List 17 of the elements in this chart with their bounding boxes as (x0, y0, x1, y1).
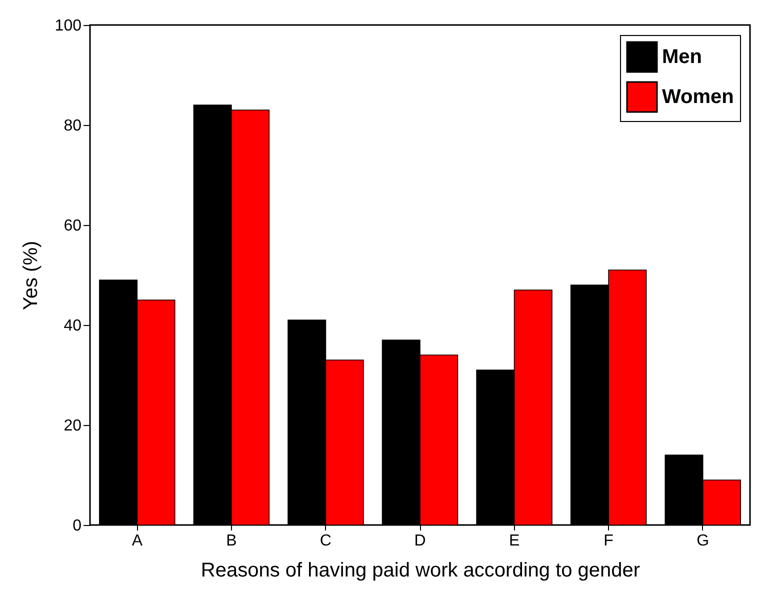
y-tick-label: 20 (64, 418, 82, 434)
x-tick-label: G (696, 532, 710, 550)
x-tick-label: F (604, 532, 614, 550)
y-tick-label: 0 (72, 518, 82, 534)
x-tick-label: C (320, 532, 332, 550)
x-tick-label: E (508, 532, 520, 550)
y-tick-label: 60 (64, 218, 82, 234)
y-tick-label: 100 (54, 18, 82, 34)
y-axis-title: Yes (%) (20, 240, 42, 310)
x-tick-label: D (414, 532, 426, 550)
legend-label: Men (662, 46, 702, 68)
x-tick-label: A (132, 532, 143, 550)
x-axis-title: Reasons of having paid work according to gender (200, 560, 640, 582)
y-tick-label: 80 (64, 118, 82, 134)
y-tick-label: 40 (64, 318, 82, 334)
legend-label: Women (662, 86, 734, 108)
x-tick-label: B (226, 532, 237, 550)
